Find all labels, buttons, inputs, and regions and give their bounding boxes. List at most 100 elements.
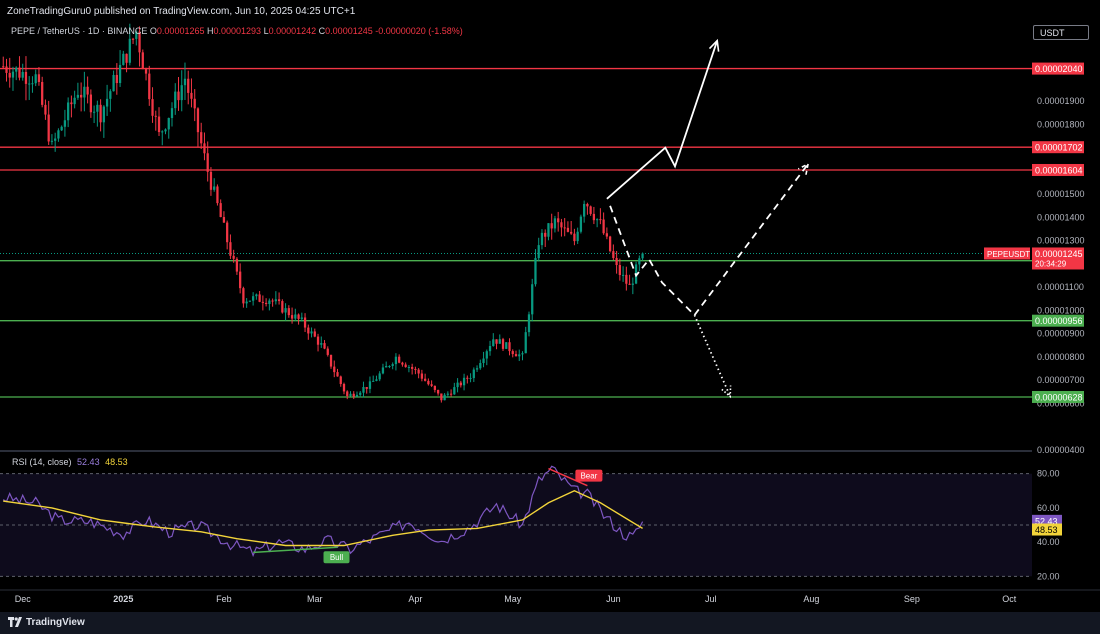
candle-body bbox=[284, 308, 287, 313]
candle-body bbox=[28, 83, 31, 85]
candle-body bbox=[436, 389, 440, 394]
price-tick-label: 0.00000800 bbox=[1037, 352, 1085, 362]
candle-body bbox=[112, 74, 115, 92]
time-tick-label: 2025 bbox=[113, 594, 133, 604]
candle-body bbox=[417, 369, 420, 374]
rsi-tick-label: 20.00 bbox=[1037, 571, 1060, 581]
level-tag-label: 0.00000956 bbox=[1035, 316, 1083, 326]
close-label: C bbox=[318, 26, 326, 36]
price-tick-label: 0.00001400 bbox=[1037, 212, 1085, 222]
candle-body bbox=[154, 115, 157, 117]
candle-body bbox=[316, 336, 320, 345]
projection-dotted-path[interactable] bbox=[693, 314, 732, 397]
candle-body bbox=[355, 394, 359, 397]
footer-brand[interactable]: TradingView bbox=[26, 617, 85, 628]
candle-body bbox=[297, 314, 300, 319]
countdown-label: 20:34:29 bbox=[1035, 259, 1067, 268]
candle-body bbox=[57, 130, 60, 139]
candle-body bbox=[54, 138, 57, 141]
candle-body bbox=[576, 231, 579, 242]
candle-body bbox=[579, 216, 583, 232]
candle-body bbox=[547, 223, 550, 237]
bear-badge[interactable] bbox=[575, 469, 603, 482]
candle-body bbox=[511, 351, 514, 355]
time-tick-label: Aug bbox=[803, 594, 819, 604]
candle-body bbox=[459, 382, 462, 386]
high-label: H bbox=[207, 26, 214, 36]
candle-body bbox=[102, 106, 105, 123]
candle-body bbox=[248, 300, 252, 302]
candle-body bbox=[24, 71, 28, 84]
candle-body bbox=[498, 339, 501, 344]
candle-body bbox=[566, 227, 570, 232]
candle-body bbox=[161, 131, 164, 133]
candle-body bbox=[508, 342, 511, 352]
candle-body bbox=[599, 219, 602, 221]
rsi-title[interactable]: RSI (14, close) bbox=[12, 457, 72, 467]
candle-body bbox=[277, 299, 281, 302]
open-label: O bbox=[149, 26, 157, 36]
price-axis[interactable]: 0.00001900 0.00001800 0.00001500 0.00001400… bbox=[984, 0, 1100, 612]
level-tag-2[interactable] bbox=[1032, 163, 1084, 176]
candle-body bbox=[18, 67, 21, 78]
symbol-tag[interactable] bbox=[984, 247, 1030, 260]
level-tag-0[interactable] bbox=[1032, 62, 1084, 75]
bull-badge-label: Bull bbox=[330, 553, 344, 562]
rsi-line[interactable] bbox=[2, 465, 644, 558]
candle-body bbox=[50, 140, 54, 142]
candle-body bbox=[303, 317, 307, 328]
last-price-label: 0.00001245 bbox=[1035, 249, 1083, 259]
price-tick-label: 0.00001500 bbox=[1037, 189, 1085, 199]
time-axis[interactable]: Dec 2025 Feb Mar Apr May Jun Jul Aug Sep Oct bbox=[0, 589, 1100, 604]
level-tag-1[interactable] bbox=[1032, 141, 1084, 154]
projection-dashed-path[interactable] bbox=[609, 163, 809, 317]
candle-body bbox=[540, 232, 544, 246]
rsi-ma-line[interactable] bbox=[3, 490, 643, 547]
candle-body bbox=[11, 71, 15, 78]
candle-body bbox=[352, 393, 355, 397]
candle-body bbox=[164, 129, 167, 132]
candle-body bbox=[475, 368, 479, 370]
candle-body bbox=[226, 222, 229, 243]
footer-bar: TradingView bbox=[0, 612, 1100, 634]
candle-body bbox=[170, 108, 174, 119]
bull-badge[interactable] bbox=[323, 551, 350, 564]
candle-body bbox=[148, 73, 151, 100]
rsi-tick-label: 80.00 bbox=[1037, 469, 1060, 479]
candle-body bbox=[531, 284, 534, 315]
rsi-ma-tag[interactable] bbox=[1032, 523, 1062, 536]
candles-group bbox=[2, 23, 644, 403]
candle-body bbox=[167, 118, 170, 130]
candle-body bbox=[404, 364, 407, 368]
candle-body bbox=[180, 85, 183, 101]
currency-button[interactable]: USDT bbox=[1033, 25, 1089, 40]
candle-body bbox=[235, 258, 239, 272]
projection-solid-path[interactable] bbox=[606, 40, 719, 200]
candle-body bbox=[287, 308, 290, 316]
candle-body bbox=[268, 300, 271, 305]
candle-body bbox=[34, 74, 37, 84]
bear-badge-label: Bear bbox=[580, 472, 597, 481]
candle-body bbox=[641, 253, 644, 259]
candle-body bbox=[485, 351, 488, 359]
candle-body bbox=[339, 376, 342, 384]
candle-body bbox=[313, 331, 316, 337]
rsi-legend-ma: 48.53 bbox=[105, 457, 128, 467]
level-tag-4[interactable] bbox=[1032, 314, 1084, 327]
candle-body bbox=[602, 219, 605, 234]
candle-body bbox=[177, 91, 180, 101]
last-price-tag[interactable] bbox=[1032, 247, 1084, 270]
close-value: 0.00001245 bbox=[325, 26, 373, 36]
candle-body bbox=[138, 31, 141, 53]
candle-body bbox=[193, 98, 196, 109]
candle-body bbox=[628, 283, 631, 285]
high-value: 0.00001293 bbox=[213, 26, 262, 36]
candle-body bbox=[342, 383, 346, 392]
level-tag-5[interactable] bbox=[1032, 390, 1084, 403]
symbol-name[interactable]: PEPE / TetherUS · 1D · BINANCE bbox=[11, 26, 148, 36]
candle-body bbox=[505, 342, 508, 349]
candle-body bbox=[570, 231, 573, 234]
candle-body bbox=[560, 222, 563, 228]
